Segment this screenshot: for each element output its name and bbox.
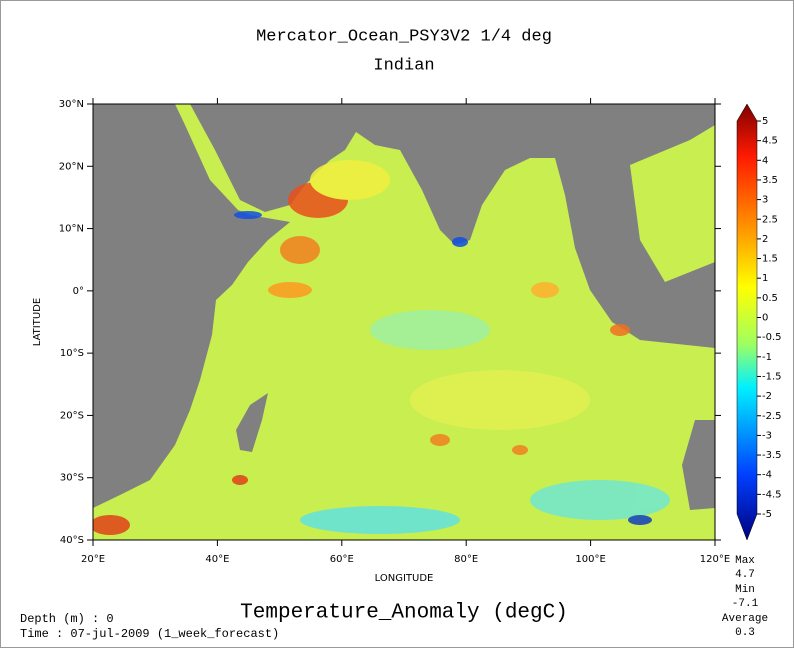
subtitle: Indian xyxy=(373,56,434,75)
colorbar-tick-label: 1 xyxy=(762,273,768,284)
colorbar-tick-label: 3 xyxy=(762,195,768,206)
x-tick-label: 100°E xyxy=(575,554,605,565)
time-label: Time : 07-jul-2009 (1_week_forecast) xyxy=(20,627,279,641)
stat-label: Max xyxy=(735,555,755,567)
y-tick-label: 40°S xyxy=(60,535,84,546)
colorbar-tick-label: 0 xyxy=(762,313,768,324)
stat-label: Min xyxy=(735,584,755,596)
anomaly-patches xyxy=(93,160,670,535)
y-axis-label: LATITUDE xyxy=(32,298,43,346)
colorbar-tick-label: 2.5 xyxy=(762,214,778,225)
colorbar-tick-label: -4.5 xyxy=(762,489,782,500)
colorbar-tick-label: -1.5 xyxy=(762,371,782,382)
y-tick-label: 0° xyxy=(73,286,84,297)
map-field xyxy=(93,104,715,540)
colorbar-tick-label: -4 xyxy=(762,470,772,481)
colorbar-tick-label: -2 xyxy=(762,391,772,402)
colorbar-tick-label: -2.5 xyxy=(762,411,782,422)
stat-label: Average xyxy=(722,613,768,625)
colorbar-tick-label: -1 xyxy=(762,352,772,363)
madagascar xyxy=(236,393,268,452)
ocean xyxy=(630,125,715,282)
y-tick-label: 20°N xyxy=(59,161,84,172)
x-tick-label: 40°E xyxy=(205,554,229,565)
x-tick-label: 120°E xyxy=(700,554,730,565)
stat-value: 4.7 xyxy=(735,569,755,581)
y-tick-label: 10°N xyxy=(59,224,84,235)
stat-value: 0.3 xyxy=(735,627,755,639)
colorbar-tick-label: -0.5 xyxy=(762,332,782,343)
colorbar-tick-label: -5 xyxy=(762,509,772,520)
y-tick-label: 30°N xyxy=(59,99,84,110)
y-tick-label: 10°S xyxy=(60,348,84,359)
x-tick-label: 80°E xyxy=(454,554,478,565)
colorbar-tick-label: 4 xyxy=(762,155,768,166)
colorbar-tick-label: 2 xyxy=(762,234,768,245)
y-tick-label: 20°S xyxy=(60,410,84,421)
colorbar-tick-label: 1.5 xyxy=(762,254,778,265)
y-tick-label: 30°S xyxy=(60,473,84,484)
x-tick-label: 60°E xyxy=(330,554,354,565)
x-tick-label: 20°E xyxy=(81,554,105,565)
title: Mercator_Ocean_PSY3V2 1/4 deg xyxy=(256,27,552,46)
colorbar xyxy=(736,103,758,541)
colorbar-tick-label: 5 xyxy=(762,116,768,127)
colorbar-tick-label: -3 xyxy=(762,430,772,441)
depth-label: Depth (m) : 0 xyxy=(20,612,114,626)
colorbar-tick-label: 3.5 xyxy=(762,175,778,186)
x-axis-label: LONGITUDE xyxy=(375,573,434,584)
colorbar-tick-label: 0.5 xyxy=(762,293,778,304)
stat-value: -7.1 xyxy=(732,598,759,610)
colorbar-tick-label: -3.5 xyxy=(762,450,782,461)
colorbar-tick-label: 4.5 xyxy=(762,136,778,147)
variable-label: Temperature_Anomaly (degC) xyxy=(240,602,568,625)
plot-border xyxy=(92,103,716,541)
